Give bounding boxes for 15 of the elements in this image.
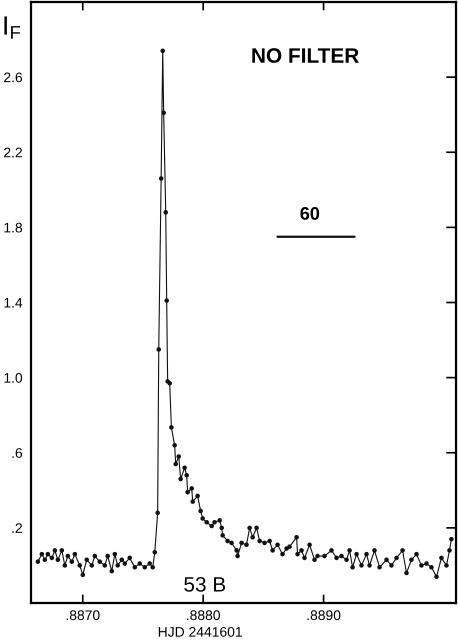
x-tick-label: .8880 <box>187 610 220 620</box>
y-tick-label: 1.4 <box>4 298 22 308</box>
y-tick-label: 1.8 <box>4 222 22 233</box>
x-tick-label: .8870 <box>66 610 100 620</box>
x-tick-label: .8890 <box>307 610 340 620</box>
y-tick-label: 1.0 <box>4 372 22 383</box>
y-tick-label: .2 <box>12 523 22 533</box>
annotation: 53 B <box>184 577 226 592</box>
y-tick-label: 2.2 <box>4 148 22 158</box>
annotation: 60 <box>300 207 320 220</box>
y-axis-title: I$_{F}$ <box>4 16 20 39</box>
text: NO FILTER <box>252 48 359 63</box>
y-tick-label: 2.6 <box>4 72 22 82</box>
y-tick-label: .6 <box>12 448 22 458</box>
x-axis-title: HJD 2441601 <box>158 626 242 637</box>
